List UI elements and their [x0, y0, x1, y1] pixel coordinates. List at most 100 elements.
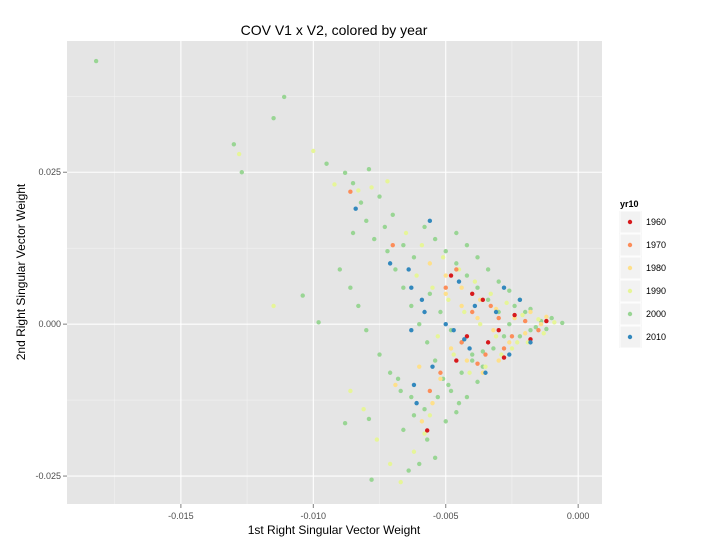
point-2000	[231, 142, 237, 147]
point-2000	[485, 297, 491, 303]
x-tick-label: -0.015	[168, 511, 194, 521]
point-1990	[332, 182, 337, 187]
point-2010	[409, 285, 414, 290]
point-2000	[448, 388, 454, 394]
point-1980	[522, 331, 528, 336]
point-2000	[507, 321, 512, 327]
point-1990	[271, 303, 276, 309]
point-2000	[522, 309, 528, 315]
point-2010	[430, 364, 435, 369]
point-1960	[512, 312, 517, 318]
point-1970	[483, 352, 488, 357]
point-2000	[446, 382, 451, 388]
x-tick-label: 0.000	[567, 511, 590, 521]
y-tick-label: 0.000	[38, 319, 61, 329]
point-2000	[485, 267, 491, 272]
point-2000	[422, 224, 427, 230]
point-2000	[470, 352, 475, 357]
point-2000	[464, 394, 470, 400]
point-2000	[401, 427, 406, 433]
point-2000	[435, 394, 440, 400]
point-1970	[438, 370, 443, 375]
point-2000	[350, 230, 356, 236]
x-axis-ticks: -0.015 -0.010 -0.005 0.000	[168, 504, 589, 521]
point-2000	[464, 242, 470, 248]
point-2000	[417, 461, 422, 467]
point-1970	[427, 388, 433, 394]
point-1990	[515, 340, 520, 345]
point-2000	[417, 321, 422, 327]
point-1980	[507, 340, 512, 345]
legend-label-1980: 1980	[646, 263, 666, 273]
point-2000	[424, 340, 430, 345]
plot-panel	[67, 41, 602, 504]
point-2000	[475, 285, 480, 290]
point-1960	[496, 328, 501, 333]
legend-swatch-1970	[627, 242, 633, 248]
legend-label-1990: 1990	[646, 286, 666, 296]
point-2000	[424, 437, 430, 442]
legend-swatch-2000	[627, 311, 633, 317]
legend-swatch-1960	[627, 219, 633, 225]
point-2000	[517, 334, 523, 339]
point-1980	[491, 328, 496, 333]
point-1980	[544, 314, 549, 320]
x-tick-label: -0.010	[301, 511, 327, 521]
point-2000	[491, 346, 496, 351]
point-2000	[366, 416, 372, 422]
point-2000	[239, 170, 245, 175]
y-tick-label: -0.025	[35, 471, 61, 481]
point-1990	[411, 449, 417, 454]
point-1960	[501, 355, 507, 360]
point-2000	[377, 352, 382, 357]
point-2000	[350, 180, 356, 186]
legend-label-2010: 2010	[646, 332, 666, 342]
point-1960	[448, 273, 454, 278]
point-2000	[356, 303, 361, 309]
point-1980	[493, 306, 499, 312]
point-2000	[501, 334, 507, 339]
point-2010	[451, 328, 456, 333]
point-2000	[366, 167, 372, 172]
point-2000	[406, 468, 411, 473]
point-2010	[409, 328, 414, 333]
point-2000	[470, 358, 475, 363]
point-1990	[311, 148, 316, 154]
point-1990	[361, 407, 366, 412]
chart-title: COV V1 x V2, colored by year	[241, 22, 428, 38]
point-1990	[356, 188, 361, 193]
point-1960	[464, 334, 470, 339]
point-1990	[446, 297, 451, 303]
point-2010	[406, 267, 411, 272]
point-2000	[271, 115, 276, 121]
point-2000	[337, 267, 342, 272]
point-1990	[403, 230, 409, 236]
point-1990	[488, 291, 493, 296]
y-tick-label: 0.025	[38, 167, 61, 177]
point-1970	[509, 334, 515, 339]
point-2000	[324, 161, 329, 166]
point-2000	[454, 410, 459, 415]
legend-title: yr10	[620, 199, 639, 209]
point-2010	[528, 340, 533, 345]
point-2000	[316, 320, 321, 325]
point-2000	[528, 306, 533, 312]
point-2000	[528, 328, 533, 333]
point-1990	[369, 185, 374, 190]
x-axis-title: 1st Right Singular Vector Weight	[248, 523, 421, 537]
point-1980	[464, 358, 470, 363]
point-1980	[438, 376, 443, 382]
point-1990	[236, 151, 242, 157]
point-1980	[448, 346, 454, 351]
y-axis-ticks: -0.025 0.000 0.025	[35, 167, 67, 481]
point-1970	[454, 267, 459, 272]
point-1970	[348, 189, 353, 194]
point-2000	[512, 303, 517, 309]
point-1960	[454, 358, 459, 363]
legend-label-2000: 2000	[646, 309, 666, 319]
point-2000	[398, 388, 403, 394]
point-1980	[417, 364, 422, 369]
point-2000	[342, 420, 348, 426]
point-2010	[353, 206, 358, 211]
point-1990	[499, 352, 504, 357]
